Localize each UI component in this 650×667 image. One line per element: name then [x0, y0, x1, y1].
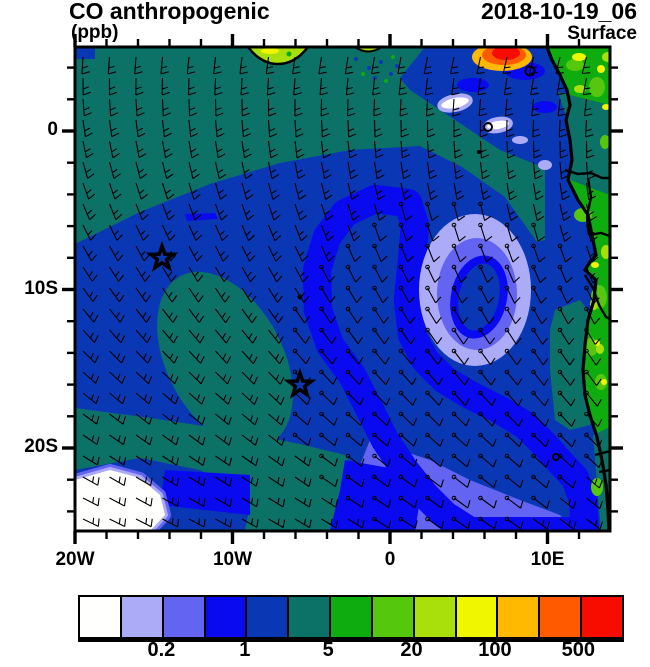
level-label: Surface	[567, 23, 637, 44]
colorbar-cell-6	[329, 597, 371, 637]
y-axis-label: 0	[47, 119, 58, 140]
colorbar-label: 1	[239, 639, 251, 661]
colorbar-cell-10	[496, 597, 539, 637]
colorbar-label: 5	[322, 639, 334, 661]
colorbar-cell-8	[412, 597, 455, 637]
colorbar-cell-11	[538, 597, 581, 637]
colorbar-cell-4	[245, 597, 288, 637]
colorbar-cell-0	[80, 597, 120, 637]
colorbar-cell-3	[203, 597, 246, 637]
colorbar-cell-1	[119, 597, 162, 637]
valid-datetime: 2018-10-19_06	[480, 0, 637, 24]
colorbar-cell-9	[454, 597, 497, 637]
colorbar-cell-2	[161, 597, 204, 637]
colorbar-label: 20	[400, 639, 423, 661]
contour-blue-corner	[75, 47, 95, 59]
y-axis-label: 20S	[24, 436, 58, 457]
x-axis-label: 10E	[530, 549, 565, 570]
x-axis-label: 20W	[55, 549, 95, 570]
x-axis-label: 0	[384, 549, 396, 570]
colorbar-label: 100	[478, 639, 512, 661]
page-title: CO anthropogenic	[69, 0, 270, 24]
colorbar-cell-12	[580, 597, 622, 637]
colorbar-label: 0.2	[147, 639, 176, 661]
units-label: (ppb)	[71, 22, 119, 43]
colorbar-label: 500	[561, 639, 595, 661]
co-map-plot	[75, 47, 610, 531]
x-axis-label: 10W	[212, 549, 253, 570]
y-axis-label: 10S	[24, 277, 58, 299]
colorbar	[78, 595, 624, 642]
colorbar-cell-5	[287, 597, 330, 637]
island-dot	[477, 150, 481, 154]
colorbar-cell-7	[370, 597, 413, 637]
